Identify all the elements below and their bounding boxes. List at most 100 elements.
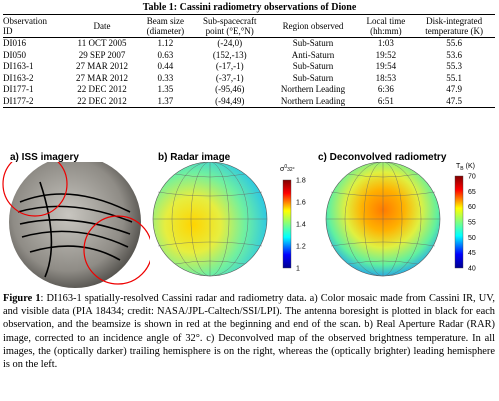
table-title: Table 1: Cassini radiometry observations… — [142, 2, 357, 13]
colorbar-tick: 40 — [468, 266, 476, 273]
cell: 22 DEC 2012 — [77, 84, 127, 94]
colorbar-tick: 1.8 — [296, 178, 306, 185]
cell: 1.35 — [157, 84, 174, 94]
colorbar-tick: 70 — [468, 174, 476, 181]
header-line: ID — [3, 26, 13, 36]
radiometry-image — [325, 162, 464, 277]
sub: 32° — [287, 167, 295, 173]
panel-label: c) Deconvolved radiometry — [318, 152, 447, 163]
colorbar-tick: 65 — [468, 189, 476, 196]
cell: DI050 — [3, 49, 26, 60]
cell: Northern Leading — [267, 95, 359, 108]
colorbar-label: σ032° — [280, 164, 295, 173]
cell: 11 OCT 2005 — [77, 38, 127, 48]
figure: σ032° TB (K) 1.8 1.6 1.4 1.2 1 70 65 60 55 50 45 40 — [2, 162, 476, 288]
cell: (-24,0) — [217, 38, 243, 48]
cell: Anti-Saturn — [291, 49, 335, 60]
colorbar-tick: 1.4 — [296, 222, 306, 229]
cell: 0.63 — [157, 49, 174, 60]
colorbar-tick: 1.6 — [296, 200, 306, 207]
caption-label: Figure 1 — [3, 293, 41, 304]
cell: 0.33 — [157, 72, 174, 83]
sub: B — [460, 166, 464, 172]
radar-image — [152, 162, 292, 277]
colorbar-tick: 45 — [468, 250, 476, 257]
cell: 55.3 — [446, 61, 462, 71]
panel-label: b) Radar image — [158, 152, 231, 163]
table-row: DI163-2 27 MAR 2012 0.33 (-37,-1) Sub-Saturn… — [3, 73, 495, 85]
caption: Figure 1: DI163-1 spatially-resolved Cas… — [3, 292, 495, 371]
column-header: Region observed — [267, 14, 359, 38]
cell: 29 SEP 2007 — [78, 49, 126, 60]
cell: Sub-Saturn — [292, 38, 334, 48]
panel-label: a) ISS imagery — [10, 152, 79, 163]
table-row: DI050 29 SEP 2007 0.63 (152,-13) Anti-Saturn… — [3, 50, 495, 62]
header-line: Observation — [3, 16, 47, 26]
cell: 47.9 — [446, 84, 462, 94]
header-line: Local time — [366, 16, 406, 26]
header-line: temperature (K) — [425, 26, 483, 36]
header-line: Beam size — [146, 16, 184, 26]
cell: (152,-13) — [212, 49, 247, 60]
cell: 6:36 — [377, 84, 394, 94]
cell: DI177-1 — [3, 84, 34, 94]
header-line: Region observed — [282, 21, 344, 31]
cell: (-17,-1) — [215, 61, 244, 71]
cell: 55.6 — [446, 38, 462, 48]
cell: 47.5 — [413, 95, 495, 108]
colorbar-tick: 60 — [468, 204, 476, 211]
sup: 0 — [284, 164, 287, 170]
colorbar-tick: 55 — [468, 220, 476, 227]
table: Observation ID Date Beam size (diameter) Sub-… — [3, 14, 495, 108]
header-line: (diameter) — [146, 26, 185, 36]
table-row: DI163-1 27 MAR 2012 0.44 (-17,-1) Sub-Saturn… — [3, 61, 495, 73]
cell: DI016 — [3, 38, 26, 48]
colorbar-tick: 1.2 — [296, 244, 306, 251]
cell: (-94,49) — [191, 95, 268, 108]
cell: 6:51 — [358, 95, 414, 108]
column-header: Local time (hh:mm) — [358, 14, 414, 38]
column-header: Sub-spacecraft point (°E,°N) — [191, 14, 268, 38]
column-header: Disk-integrated temperature (K) — [413, 14, 495, 38]
table-row: DI177-1 22 DEC 2012 1.35 (-95,46) Northern L… — [3, 84, 495, 96]
column-header: Observation ID — [3, 14, 66, 38]
cell: 19:54 — [375, 61, 397, 71]
column-header: Beam size (diameter) — [138, 14, 192, 38]
cell: 19:52 — [375, 49, 397, 60]
cell: 53.6 — [446, 49, 462, 60]
header-line: point (°E,°N) — [205, 26, 254, 36]
header-line: Date — [93, 21, 111, 31]
cell: (-95,46) — [215, 84, 245, 94]
cell: (-37,-1) — [215, 72, 244, 83]
colorbar-tick: 50 — [468, 235, 476, 242]
table-row: DI177-2 22 DEC 2012 1.37 (-94,49) Northern L… — [3, 95, 495, 108]
cell: 22 DEC 2012 — [65, 95, 139, 108]
colorbar-tick: 1 — [296, 266, 300, 273]
cell: 1:03 — [377, 38, 394, 48]
header-line: (hh:mm) — [370, 26, 402, 36]
cell: 1.37 — [138, 95, 192, 108]
column-header: Date — [65, 14, 139, 38]
cell: Sub-Saturn — [292, 72, 334, 83]
cell: 55.1 — [446, 72, 462, 83]
cell: DI177-2 — [3, 95, 66, 108]
cell: 27 MAR 2012 — [76, 72, 129, 83]
cell: 0.44 — [157, 61, 174, 71]
cell: 1.12 — [157, 38, 174, 48]
symbol: T — [456, 163, 461, 170]
cell: 18:53 — [375, 72, 397, 83]
header-line: Sub-spacecraft — [202, 16, 257, 26]
iss-image — [2, 162, 150, 288]
cell: 27 MAR 2012 — [76, 61, 129, 71]
unit: (K) — [466, 163, 475, 170]
colorbar-label: TB (K) — [456, 163, 475, 172]
symbol: σ — [280, 166, 285, 173]
caption-text: : DI163-1 spatially-resolved Cassini rad… — [3, 293, 495, 371]
header-line: Disk-integrated — [426, 16, 483, 26]
cell: DI163-2 — [3, 72, 34, 83]
cell: Northern Leading — [280, 84, 346, 94]
cell: DI163-1 — [3, 61, 34, 71]
table-row: DI016 11 OCT 2005 1.12 (-24,0) Sub-Saturn 1:0… — [3, 38, 495, 50]
cell: Sub-Saturn — [292, 61, 334, 71]
